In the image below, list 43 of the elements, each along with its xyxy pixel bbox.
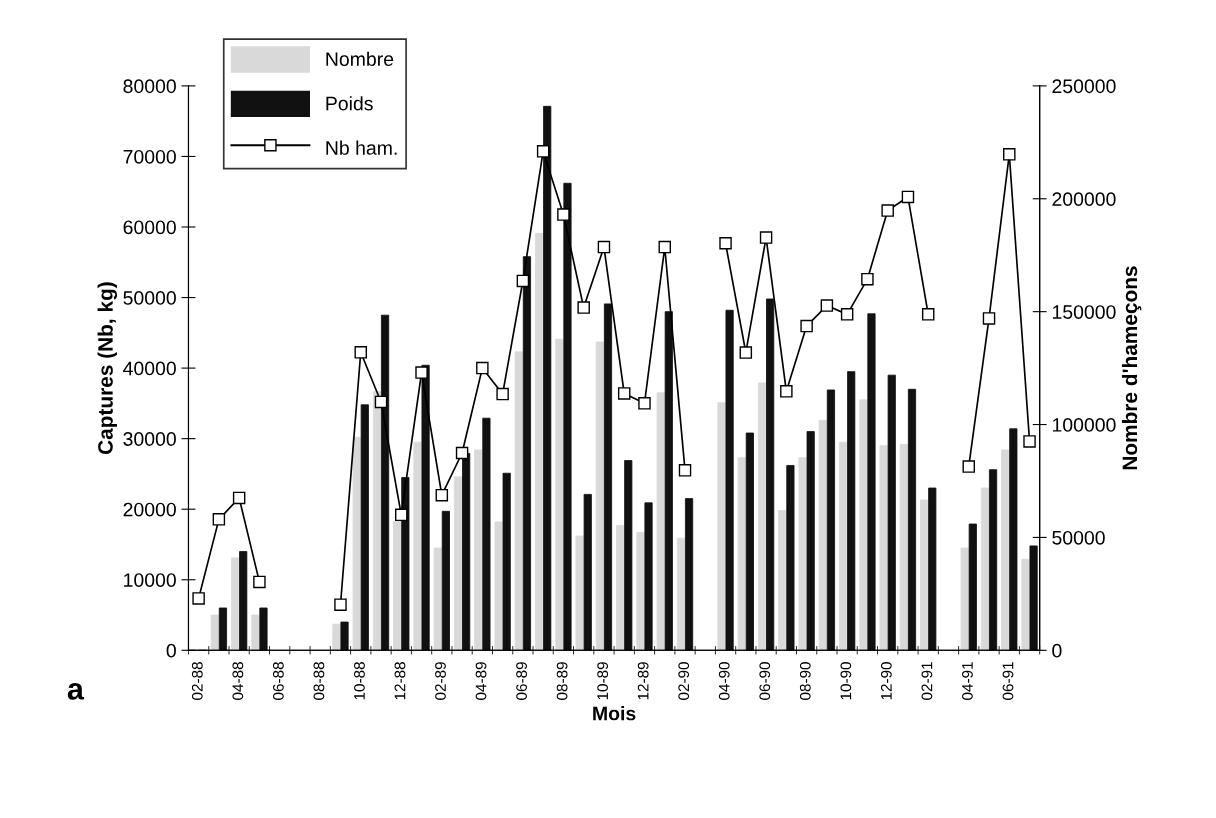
x-tick-label: 02-88 (191, 662, 203, 700)
x-tick-label: 04-90 (718, 662, 730, 700)
y2-tick-label: 100000 (1052, 418, 1116, 432)
y2-tick-label: 150000 (1052, 305, 1116, 319)
legend-label: Nombre (326, 51, 394, 66)
x-tick-label: 06-88 (272, 662, 284, 700)
x-axis-title: Mois (593, 706, 636, 721)
x-tick-label: 04-88 (232, 662, 244, 700)
y2-tick-label: 250000 (1052, 79, 1116, 94)
x-tick-label: 06-89 (516, 662, 527, 700)
y2-axis-title: Nombre d'hameçons (1121, 266, 1142, 470)
text: a (67, 682, 85, 700)
legend-label: Poids (326, 96, 373, 111)
x-tick-label: 12-88 (394, 662, 406, 700)
x-tick-label: 06-91 (1002, 662, 1014, 700)
legend-label: Nb ham. (326, 140, 397, 155)
y2-tick-label: 200000 (1052, 192, 1116, 207)
y2-tick-label: 50000 (1052, 530, 1105, 545)
x-tick-label: 02-89 (435, 662, 446, 700)
x-tick-label: 08-88 (313, 662, 325, 700)
y-tick-label: 20000 (123, 502, 176, 517)
x-tick-label: 04-91 (962, 662, 973, 700)
y-axis-title: Captures (Nb, kg) (97, 282, 118, 455)
x-tick-label: 10-88 (354, 662, 365, 700)
y-tick-label: 10000 (124, 573, 176, 587)
y-tick-label: 30000 (123, 432, 176, 446)
y-tick-label: 60000 (123, 220, 176, 235)
x-tick-label: 08-90 (799, 662, 811, 700)
y2-tick-label: 0 (1052, 643, 1062, 658)
x-tick-label: 04-89 (475, 662, 487, 700)
y-tick-label: 80000 (123, 79, 176, 94)
x-tick-label: 12-89 (637, 662, 649, 700)
y-tick-label: 0 (166, 643, 176, 658)
x-tick-label: 02-90 (678, 662, 690, 700)
y-tick-label: 40000 (123, 361, 176, 376)
x-tick-label: 10-89 (597, 662, 609, 700)
x-tick-label: 10-90 (840, 662, 852, 700)
x-tick-label: 06-90 (759, 662, 771, 700)
x-tick-label: 02-91 (921, 662, 933, 700)
x-tick-label: 08-89 (556, 662, 568, 700)
y-tick-label: 70000 (123, 149, 176, 164)
y-tick-label: 50000 (123, 291, 176, 305)
x-tick-label: 12-90 (880, 662, 892, 700)
